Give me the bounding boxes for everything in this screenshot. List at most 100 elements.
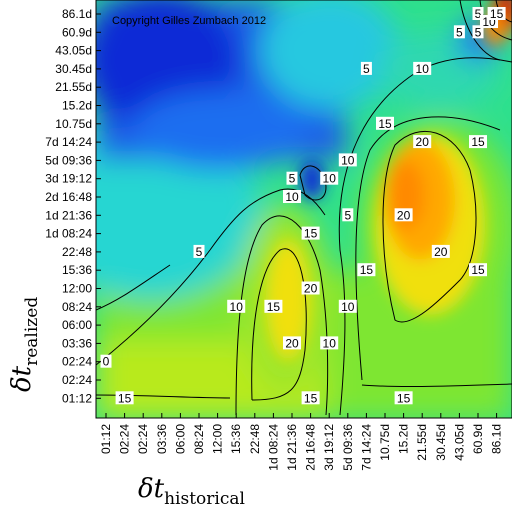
contour-label: 5 (196, 245, 203, 259)
contour-label-bg (301, 391, 320, 405)
y-tick-label: 30.45d (55, 62, 92, 76)
x-tick-label: 02:24 (118, 424, 132, 454)
contour-label-bg (301, 281, 320, 295)
contour-label-bg (338, 299, 357, 313)
contour-line-corner-outer (459, 0, 501, 61)
y-tick-label: 08:24 (62, 300, 92, 314)
y-tick-label: 2d 16:48 (45, 190, 92, 204)
x-axis-title: δthistorical (138, 474, 245, 509)
contour-label: 15 (360, 263, 374, 277)
x-tick-label: 2d 16:48 (304, 424, 318, 471)
x-tick-label: 60.9d (471, 424, 485, 454)
contour-label: 15 (267, 300, 281, 314)
contour-label: 10 (323, 336, 337, 350)
contour-label-bg (264, 299, 283, 313)
y-tick-label: 12:00 (62, 282, 92, 296)
contour-line-right-outer (361, 383, 512, 388)
x-tick-label: 03:36 (155, 424, 169, 454)
x-tick-label: 22:48 (248, 424, 262, 454)
x-tick-label: 3d 19:12 (322, 424, 336, 471)
x-tick-label: 1d 08:24 (266, 424, 280, 471)
x-tick-label: 86.1d (490, 424, 504, 454)
contour-line-left-lobe-inner (251, 248, 307, 401)
contour-label: 5 (475, 25, 482, 39)
contour-label-bg (469, 135, 487, 149)
contour-label: 5 (475, 7, 482, 21)
x-tick-label: 01:12 (99, 424, 113, 454)
x-tick-label: 08:24 (192, 424, 206, 454)
y-tick-label: 86.1d (62, 7, 92, 21)
x-tick-label: 7d 14:24 (359, 424, 373, 471)
y-axis-title-subscript: realized (22, 297, 42, 366)
x-axis-title-symbol: δt (138, 474, 165, 504)
contour-label-bg (472, 25, 484, 39)
contour-label: 20 (434, 245, 448, 259)
y-tick-label: 1d 08:24 (45, 227, 92, 241)
contour-label-bg (357, 263, 376, 277)
y-tick-label: 02:24 (62, 355, 92, 369)
y-tick-label: 5d 09:36 (45, 153, 92, 167)
contour-line-left-low (96, 394, 231, 399)
contour-label: 20 (397, 208, 411, 222)
contour-label-bg (469, 263, 487, 277)
contour-label-bg (394, 391, 413, 405)
contour-label: 15 (304, 227, 318, 241)
contour-label-bg (487, 7, 506, 20)
x-tick-label: 43.05d (452, 424, 466, 461)
contour-label-bg (100, 354, 112, 368)
contour-label-bg (320, 171, 339, 185)
x-tick-label: 1d 21:36 (285, 424, 299, 471)
contour-label: 15 (304, 391, 318, 405)
y-tick-label: 02:24 (62, 373, 92, 387)
contour-label: 10 (341, 153, 355, 167)
contour-label: 10 (323, 172, 337, 186)
y-tick-label: 60.9d (62, 25, 92, 39)
contour-label-bg (193, 244, 205, 258)
x-tick-label: 30.45d (434, 424, 448, 461)
contour-label-bg (394, 208, 413, 222)
contour-label-bg (227, 299, 246, 313)
x-tick-label: 5d 09:36 (341, 424, 355, 471)
contour-label: 5 (289, 172, 296, 186)
contour-label: 20 (285, 336, 299, 350)
contour-label-bg (472, 7, 484, 20)
y-axis: 86.1d 60.9d 43.05d 30.45d 21.55d 15.2d 10.75d 7… (45, 7, 101, 405)
heat-region-blue-streak (300, 160, 324, 200)
contour-label-bg (413, 135, 432, 149)
y-tick-label: 7d 14:24 (45, 135, 92, 149)
y-tick-label: 22:48 (62, 245, 92, 259)
contour-label: 10 (416, 62, 430, 76)
contour-line-right-inner (382, 130, 477, 323)
contour-label-bg (342, 208, 354, 222)
contour-label-bg (431, 244, 450, 258)
contour-label: 0 (103, 355, 110, 369)
contour-label-bg (338, 153, 357, 167)
contour-label: 15 (118, 391, 132, 405)
y-tick-label: 15.2d (62, 99, 92, 113)
contour-label-bg (301, 226, 320, 240)
y-axis-title-symbol: δt (7, 365, 37, 392)
y-tick-label: 3d 19:12 (45, 172, 92, 186)
contour-label: 20 (416, 135, 430, 149)
y-tick-label: 43.05d (55, 44, 92, 58)
contour-label: 5 (363, 62, 370, 76)
contour-label-bg (286, 171, 298, 185)
contour-line-right-mid (355, 116, 501, 381)
contour-label-bg (283, 336, 301, 350)
copyright-annotation: Copyright Gilles Zumbach 2012 (112, 15, 266, 27)
heat-region-yellow-left (266, 240, 310, 360)
contour-label: 15 (378, 117, 392, 131)
y-tick-label: 03:36 (62, 336, 92, 350)
contour-label: 10 (230, 300, 244, 314)
y-tick-label: 10.75d (55, 117, 92, 131)
x-tick-label: 15:36 (229, 424, 243, 454)
y-tick-label: 21.55d (55, 80, 92, 94)
y-axis-title: δtrealized (7, 297, 42, 392)
y-tick-label: 1d 21:36 (45, 208, 92, 222)
contour-label: 15 (471, 263, 485, 277)
contour-label-bg (360, 61, 372, 75)
contour-label: 15 (490, 7, 504, 21)
contour-label: 15 (397, 391, 411, 405)
contour-label: 10 (341, 300, 355, 314)
